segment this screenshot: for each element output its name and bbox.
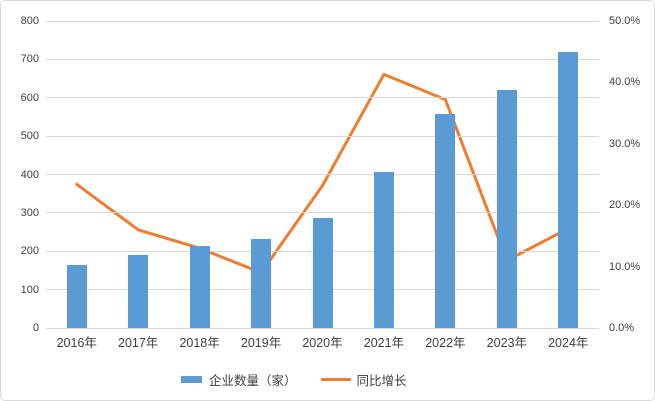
x-axis-label-2020年: 2020年 <box>302 336 343 350</box>
bar-series-label: 企业数量（家） <box>209 373 297 388</box>
left-axis-tick: 500 <box>20 130 39 143</box>
growth-line-series[interactable] <box>46 21 599 328</box>
bar-2022年[interactable] <box>435 114 456 328</box>
x-axis-label-2016年: 2016年 <box>56 336 97 350</box>
x-axis-label-2019年: 2019年 <box>240 336 282 350</box>
legend-item-bar-series[interactable]: 企业数量（家） <box>181 370 297 389</box>
right-axis-tick: 20.0% <box>609 199 641 212</box>
gridline-800 <box>46 20 599 22</box>
bar-2016年[interactable] <box>66 265 87 328</box>
left-axis-tick: 0 <box>32 322 39 334</box>
bar-2017年[interactable] <box>128 255 149 328</box>
legend-item-line-series[interactable]: 同比增长 <box>320 370 407 389</box>
gridline-600 <box>46 97 599 99</box>
right-axis-tick: 10.0% <box>609 260 641 273</box>
x-axis-label-2018年: 2018年 <box>179 336 220 350</box>
bar-series-swatch <box>181 375 202 383</box>
right-axis-tick: 30.0% <box>609 137 641 150</box>
x-axis-label-2023年: 2023年 <box>486 336 527 350</box>
plot-area <box>46 20 599 329</box>
bar-2024年[interactable] <box>558 51 579 328</box>
left-axis-tick: 400 <box>20 168 39 181</box>
x-axis-label-2017年: 2017年 <box>118 336 159 350</box>
right-axis-tick: 40.0% <box>609 76 641 89</box>
right-axis-tick: 0.0% <box>609 322 635 334</box>
line-series-swatch <box>320 377 351 381</box>
right-axis-tick: 50.0% <box>609 15 641 27</box>
gridline-500 <box>46 135 599 137</box>
left-axis-tick: 600 <box>20 91 39 104</box>
left-axis-tick: 200 <box>20 245 39 258</box>
left-axis-tick: 800 <box>20 15 39 27</box>
line-series-label: 同比增长 <box>356 373 407 388</box>
left-axis-tick: 100 <box>20 283 39 296</box>
bar-2019年[interactable] <box>251 238 272 328</box>
gridline-400 <box>46 174 599 175</box>
bar-2020年[interactable] <box>312 218 333 328</box>
left-axis-tick: 700 <box>20 53 39 66</box>
left-axis-tick: 300 <box>20 206 39 219</box>
gridline-300 <box>46 212 599 214</box>
x-axis-label-2024年: 2024年 <box>548 336 589 350</box>
x-axis-label-2021年: 2021年 <box>363 336 405 350</box>
x-axis-label-2022年: 2022年 <box>425 336 466 350</box>
gridline-700 <box>46 58 599 60</box>
bar-2023年[interactable] <box>496 90 517 328</box>
bar-2021年[interactable] <box>373 172 394 328</box>
gridline-0 <box>46 327 599 329</box>
chart-legend: 企业数量（家） 同比增长 <box>181 370 407 388</box>
bar-2018年[interactable] <box>189 245 210 328</box>
